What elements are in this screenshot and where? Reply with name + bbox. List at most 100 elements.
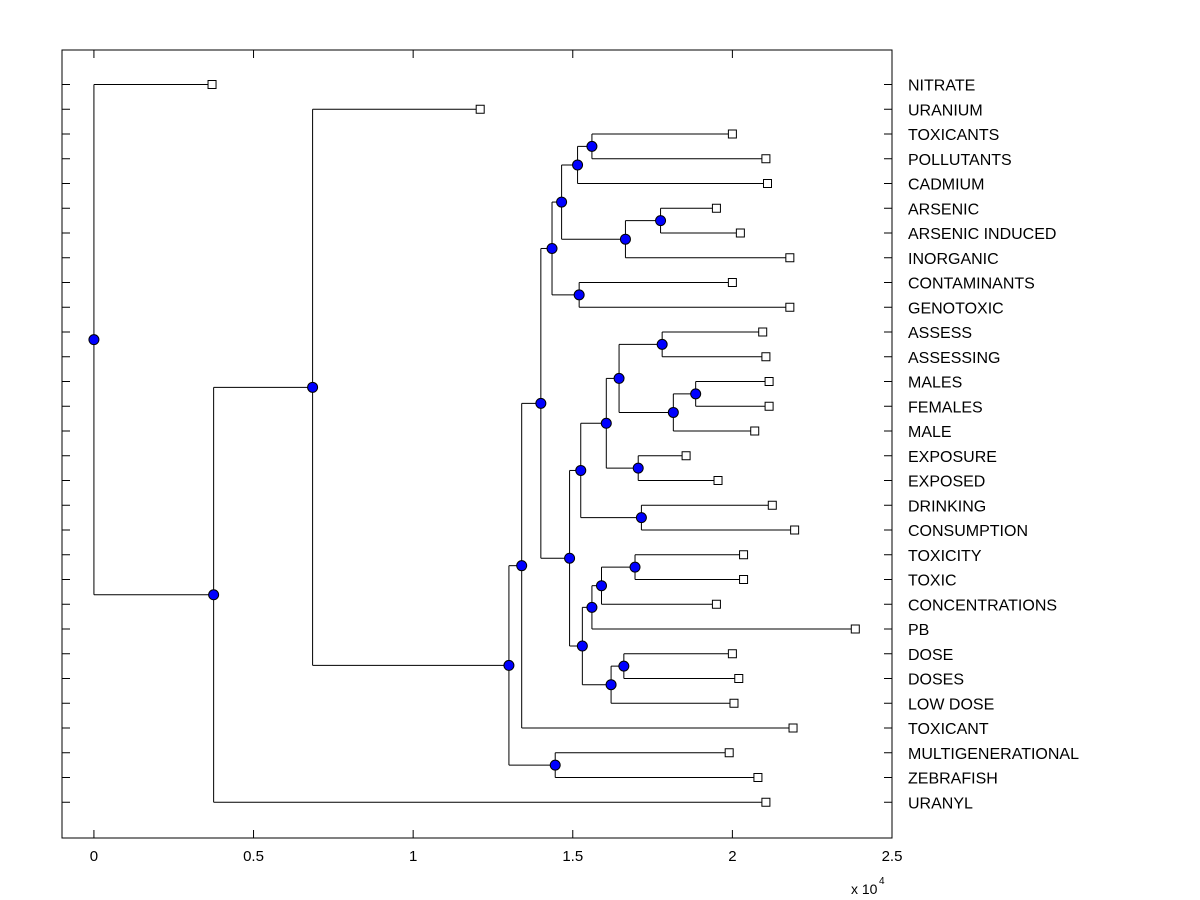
merge-node [516, 560, 528, 572]
leaf-label: CONTAMINANTS [908, 276, 1035, 293]
merge-node-markers [88, 140, 702, 771]
leaf-label: LOW DOSE [908, 696, 994, 713]
merge-node [572, 159, 584, 171]
leaf-label: ZEBRAFISH [908, 771, 998, 788]
leaf-markers [207, 80, 860, 807]
y-ticks [62, 84, 892, 803]
merge-node [307, 381, 319, 393]
dendrogram-edges [93, 84, 856, 803]
x-ticks: 0 0.5 1 1.5 2 2.5 [90, 50, 903, 865]
leaf-label: DOSE [908, 647, 953, 664]
leaf-label: MULTIGENERATIONAL [908, 746, 1079, 763]
leaf-label: CADMIUM [908, 177, 984, 194]
leaf-marker [750, 426, 760, 436]
x-tick-label: 0.5 [243, 848, 264, 865]
leaf-label: URANIUM [908, 102, 983, 119]
leaf-marker [727, 278, 737, 287]
leaf-label: TOXICANTS [908, 127, 999, 144]
leaf-marker [785, 302, 795, 312]
merge-node [88, 334, 100, 346]
leaf-marker [724, 748, 734, 758]
merge-node [575, 464, 587, 476]
merge-node [613, 372, 625, 384]
leaf-marker [475, 104, 485, 114]
leaf-marker [734, 674, 744, 683]
leaf-marker [207, 80, 217, 89]
leaf-marker [727, 129, 737, 139]
merge-node [690, 388, 702, 400]
leaf-label: DRINKING [908, 498, 986, 515]
leaf-marker [767, 500, 777, 510]
merge-node [619, 233, 631, 245]
leaf-marker [788, 723, 798, 733]
leaf-label: FEMALES [908, 399, 983, 416]
leaf-label: INORGANIC [908, 251, 999, 268]
leaf-label: DOSES [908, 672, 964, 689]
merge-node [667, 406, 679, 418]
merge-node [546, 242, 558, 254]
x-axis-multiplier: x 10 [851, 881, 878, 897]
merge-node [535, 397, 547, 409]
leaf-marker [739, 550, 749, 560]
leaf-label: ASSESS [908, 325, 972, 342]
leaf-label: TOXIC [908, 573, 957, 590]
merge-node [586, 601, 598, 613]
leaf-marker [761, 797, 771, 807]
merge-node [596, 580, 607, 592]
leaf-label: EXPOSURE [908, 449, 997, 466]
leaf-marker [711, 599, 721, 609]
leaf-label: URANYL [908, 795, 973, 812]
leaf-label: CONSUMPTION [908, 523, 1028, 540]
leaf-marker [761, 352, 771, 362]
leaf-label: TOXICANT [908, 721, 989, 738]
leaf-label: MALES [908, 375, 962, 392]
merge-node [655, 215, 667, 227]
leaf-label: PB [908, 622, 929, 639]
leaf-marker [763, 179, 772, 188]
leaf-marker [713, 476, 723, 485]
x-tick-label: 2.5 [882, 848, 903, 865]
x-tick-label: 1.5 [562, 848, 583, 865]
x-tick-label: 1 [409, 848, 417, 865]
leaf-marker [761, 154, 771, 164]
leaf-label: GENOTOXIC [908, 300, 1004, 317]
leaf-label: ARSENIC INDUCED [908, 226, 1056, 243]
plot-frame [61, 49, 893, 839]
x-axis-multiplier-exponent: 4 [879, 876, 885, 887]
merge-node [600, 417, 612, 429]
leaf-marker [758, 327, 768, 337]
leaf-marker [753, 773, 763, 782]
merge-node [618, 660, 630, 672]
leaf-marker [785, 253, 795, 263]
leaf-label: EXPOSED [908, 474, 985, 491]
leaf-marker [764, 401, 774, 411]
leaf-label: ASSESSING [908, 350, 1000, 367]
leaf-marker [681, 451, 691, 461]
leaf-marker [729, 698, 739, 708]
merge-node [635, 512, 647, 524]
leaf-labels: NITRATE URANIUM TOXICANTS POLLUTANTS CADMIUM… [908, 78, 1079, 813]
leaf-marker [850, 624, 860, 634]
merge-node [656, 338, 668, 350]
merge-node [629, 561, 641, 573]
leaf-marker [790, 525, 800, 535]
merge-node [549, 759, 561, 771]
leaf-marker [764, 377, 774, 386]
leaf-marker [727, 649, 737, 659]
merge-node [564, 552, 576, 564]
merge-node [556, 196, 568, 208]
x-tick-label: 0 [90, 848, 98, 865]
merge-node [605, 679, 617, 691]
leaf-label: TOXICITY [908, 548, 982, 565]
leaf-marker [735, 228, 745, 238]
leaf-label: ARSENIC [908, 201, 979, 218]
leaf-label: MALE [908, 424, 952, 441]
merge-node [586, 140, 598, 152]
merge-node [632, 462, 644, 474]
leaf-marker [739, 575, 749, 584]
x-tick-label: 2 [728, 848, 736, 865]
merge-node [503, 659, 515, 671]
merge-node [576, 640, 588, 652]
merge-node [573, 289, 585, 301]
